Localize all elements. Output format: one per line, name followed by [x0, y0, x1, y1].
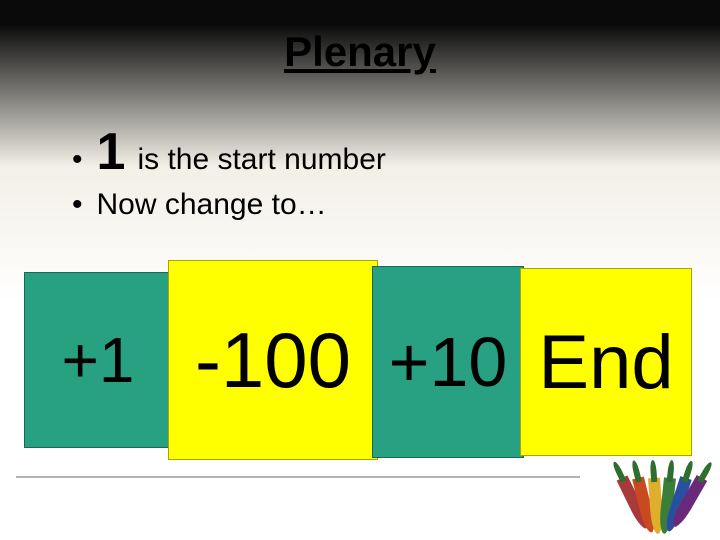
pencil-bunch-decor: [602, 460, 712, 540]
bullet-1-text: is the start number: [137, 143, 385, 177]
card-label: +10: [389, 322, 508, 402]
bullet-2-text: Now change to…: [97, 188, 327, 222]
bullet-1: • 1 is the start number: [72, 122, 386, 182]
bullet-dot-icon: •: [72, 145, 83, 175]
start-number: 1: [97, 122, 126, 182]
card-plus-1[interactable]: +1: [24, 272, 172, 448]
card-minus-100[interactable]: -100: [168, 260, 378, 460]
slide-title: Plenary: [0, 28, 720, 76]
title-text: Plenary: [284, 28, 436, 75]
bottom-divider: [16, 476, 580, 478]
card-label: End: [538, 319, 673, 406]
card-row: +1 -100 +10 End: [24, 258, 696, 462]
card-label: +1: [62, 323, 135, 397]
card-end[interactable]: End: [520, 268, 692, 456]
bullet-2: • Now change to…: [72, 188, 386, 222]
card-plus-10[interactable]: +10: [372, 266, 524, 458]
bullet-dot-icon: •: [72, 190, 83, 220]
bullet-list: • 1 is the start number • Now change to…: [72, 122, 386, 228]
card-label: -100: [195, 315, 351, 406]
slide: Plenary • 1 is the start number • Now ch…: [0, 0, 720, 540]
